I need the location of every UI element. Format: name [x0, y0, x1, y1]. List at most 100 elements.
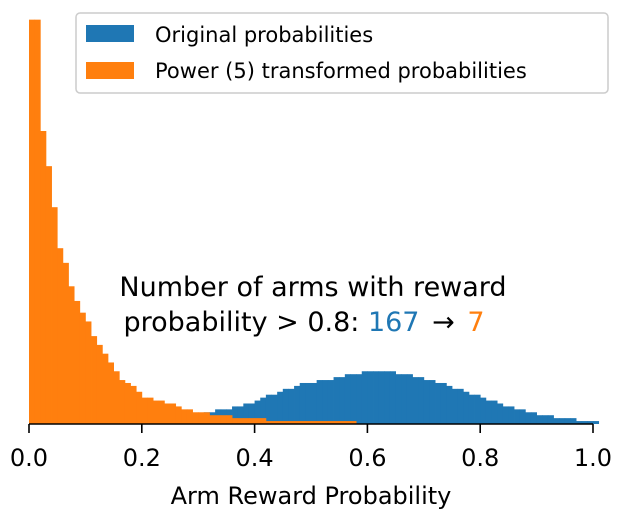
bar-series0-bin47 [407, 374, 413, 424]
annotation-arrow: → [432, 307, 455, 338]
bar-series0-bin38 [356, 374, 362, 424]
bar-series0-bin46 [401, 374, 407, 424]
bar-series1-bin1 [35, 20, 41, 424]
bar-series1-bin35 [226, 415, 232, 424]
bar-series1-bin9 [80, 313, 86, 424]
bar-series0-bin57 [463, 392, 469, 424]
bar-series0-bin27 [294, 386, 300, 424]
bar-series0-bin39 [362, 371, 368, 424]
annotation-line1: Number of arms with reward [119, 272, 506, 303]
bar-series1-bin37 [238, 418, 244, 424]
bar-series1-bin31 [204, 412, 210, 424]
bar-series0-bin48 [413, 377, 419, 424]
bar-series0-bin33 [328, 380, 334, 424]
bar-series1-bin22 [153, 401, 159, 424]
x-ticks: 0.0 0.2 0.4 0.6 0.8 1.0 [10, 424, 612, 472]
bar-series1-bin7 [68, 286, 74, 424]
bar-series1-bin12 [97, 345, 103, 424]
bar-series1-bin10 [85, 321, 91, 424]
bar-series0-bin51 [429, 380, 435, 424]
bar-series1-bin40 [255, 418, 261, 424]
bar-series1-bin26 [176, 406, 182, 424]
bar-series1-bin36 [232, 418, 238, 424]
bar-series1-bin20 [142, 398, 148, 424]
bar-series0-bin34 [334, 377, 340, 424]
x-tick-label-1: 0.2 [123, 444, 161, 472]
bar-series0-bin52 [435, 383, 441, 424]
bar-series1-bin3 [46, 166, 52, 424]
bar-series0-bin59 [475, 395, 481, 424]
bar-series1-bin39 [249, 418, 255, 424]
bar-series1-bin29 [193, 412, 199, 424]
bar-series1-bin17 [125, 383, 131, 424]
bar-series0-bin68 [525, 412, 531, 424]
bar-series0-bin41 [373, 371, 379, 424]
bar-series0-bin66 [514, 409, 520, 424]
bar-series0-bin74 [559, 418, 565, 424]
bar-series1-bin4 [52, 207, 58, 424]
bar-series1-bin2 [40, 131, 46, 424]
bar-series0-bin55 [452, 389, 458, 424]
bar-series0-bin70 [537, 415, 543, 424]
bar-series1-bin13 [102, 354, 108, 424]
bar-series1-bin21 [147, 398, 153, 424]
bar-series0-bin75 [565, 418, 571, 424]
x-tick-label-5: 1.0 [574, 444, 612, 472]
bar-series0-bin24 [277, 392, 283, 424]
bar-series1-bin32 [209, 415, 215, 424]
bar-series0-bin42 [379, 371, 385, 424]
bar-series1-bin34 [221, 415, 227, 424]
bar-series0-bin32 [322, 380, 328, 424]
bar-series0-bin37 [350, 374, 356, 424]
bar-series0-bin45 [396, 374, 402, 424]
x-tick-label-3: 0.6 [348, 444, 386, 472]
bar-series0-bin49 [418, 377, 424, 424]
x-tick-label-0: 0.0 [10, 444, 48, 472]
bar-series0-bin53 [441, 383, 447, 424]
bar-series0-bin26 [288, 389, 294, 424]
bar-series0-bin43 [384, 371, 390, 424]
bar-series0-bin31 [317, 380, 323, 424]
bar-series1-bin0 [29, 20, 35, 424]
legend-label-original: Original probabilities [155, 23, 373, 47]
bar-series0-bin69 [531, 412, 537, 424]
bar-series1-bin30 [198, 412, 204, 424]
bar-series1-bin6 [63, 263, 69, 424]
annotation-prefix: probability > 0.8: [123, 307, 367, 338]
bar-series0-bin22 [266, 395, 272, 424]
bar-series0-bin35 [339, 377, 345, 424]
x-axis-title: Arm Reward Probability [171, 482, 452, 510]
bar-series0-bin50 [424, 380, 430, 424]
bar-series0-bin29 [305, 383, 311, 424]
bar-series0-bin30 [311, 383, 317, 424]
bar-series1-bin15 [114, 371, 120, 424]
bar-series0-bin54 [446, 386, 452, 424]
bar-series1-bin33 [215, 415, 221, 424]
bar-series0-bin73 [554, 418, 560, 424]
bar-series0-bin61 [486, 401, 492, 424]
bar-series1-bin41 [260, 418, 266, 424]
bar-series0-bin80 [593, 421, 599, 424]
bar-series0-bin23 [272, 395, 278, 424]
bar-series0-bin72 [548, 415, 554, 424]
bar-series0-bin44 [390, 371, 396, 424]
annotation-count-original: 167 [368, 307, 420, 338]
bar-series1-bin28 [187, 409, 193, 424]
bar-series0-bin28 [300, 383, 306, 424]
bar-series1-bin27 [181, 409, 187, 424]
bar-series1-bin11 [91, 336, 97, 424]
annotation-line2: probability > 0.8: 167 → 7 [123, 307, 484, 338]
x-tick-label-4: 0.8 [461, 444, 499, 472]
bar-series0-bin63 [497, 403, 503, 424]
legend: Original probabilities Power (5) transfo… [76, 13, 608, 93]
bar-series1-bin25 [170, 403, 176, 424]
bar-series0-bin60 [480, 398, 486, 424]
bar-series1-bin23 [159, 401, 165, 424]
bar-series0-bin64 [503, 406, 509, 424]
bar-series0-bin67 [520, 409, 526, 424]
x-tick-label-2: 0.4 [236, 444, 274, 472]
bar-series1-bin38 [243, 418, 249, 424]
legend-label-transformed: Power (5) transformed probabilities [155, 59, 527, 83]
bar-series1-bin19 [136, 392, 142, 424]
